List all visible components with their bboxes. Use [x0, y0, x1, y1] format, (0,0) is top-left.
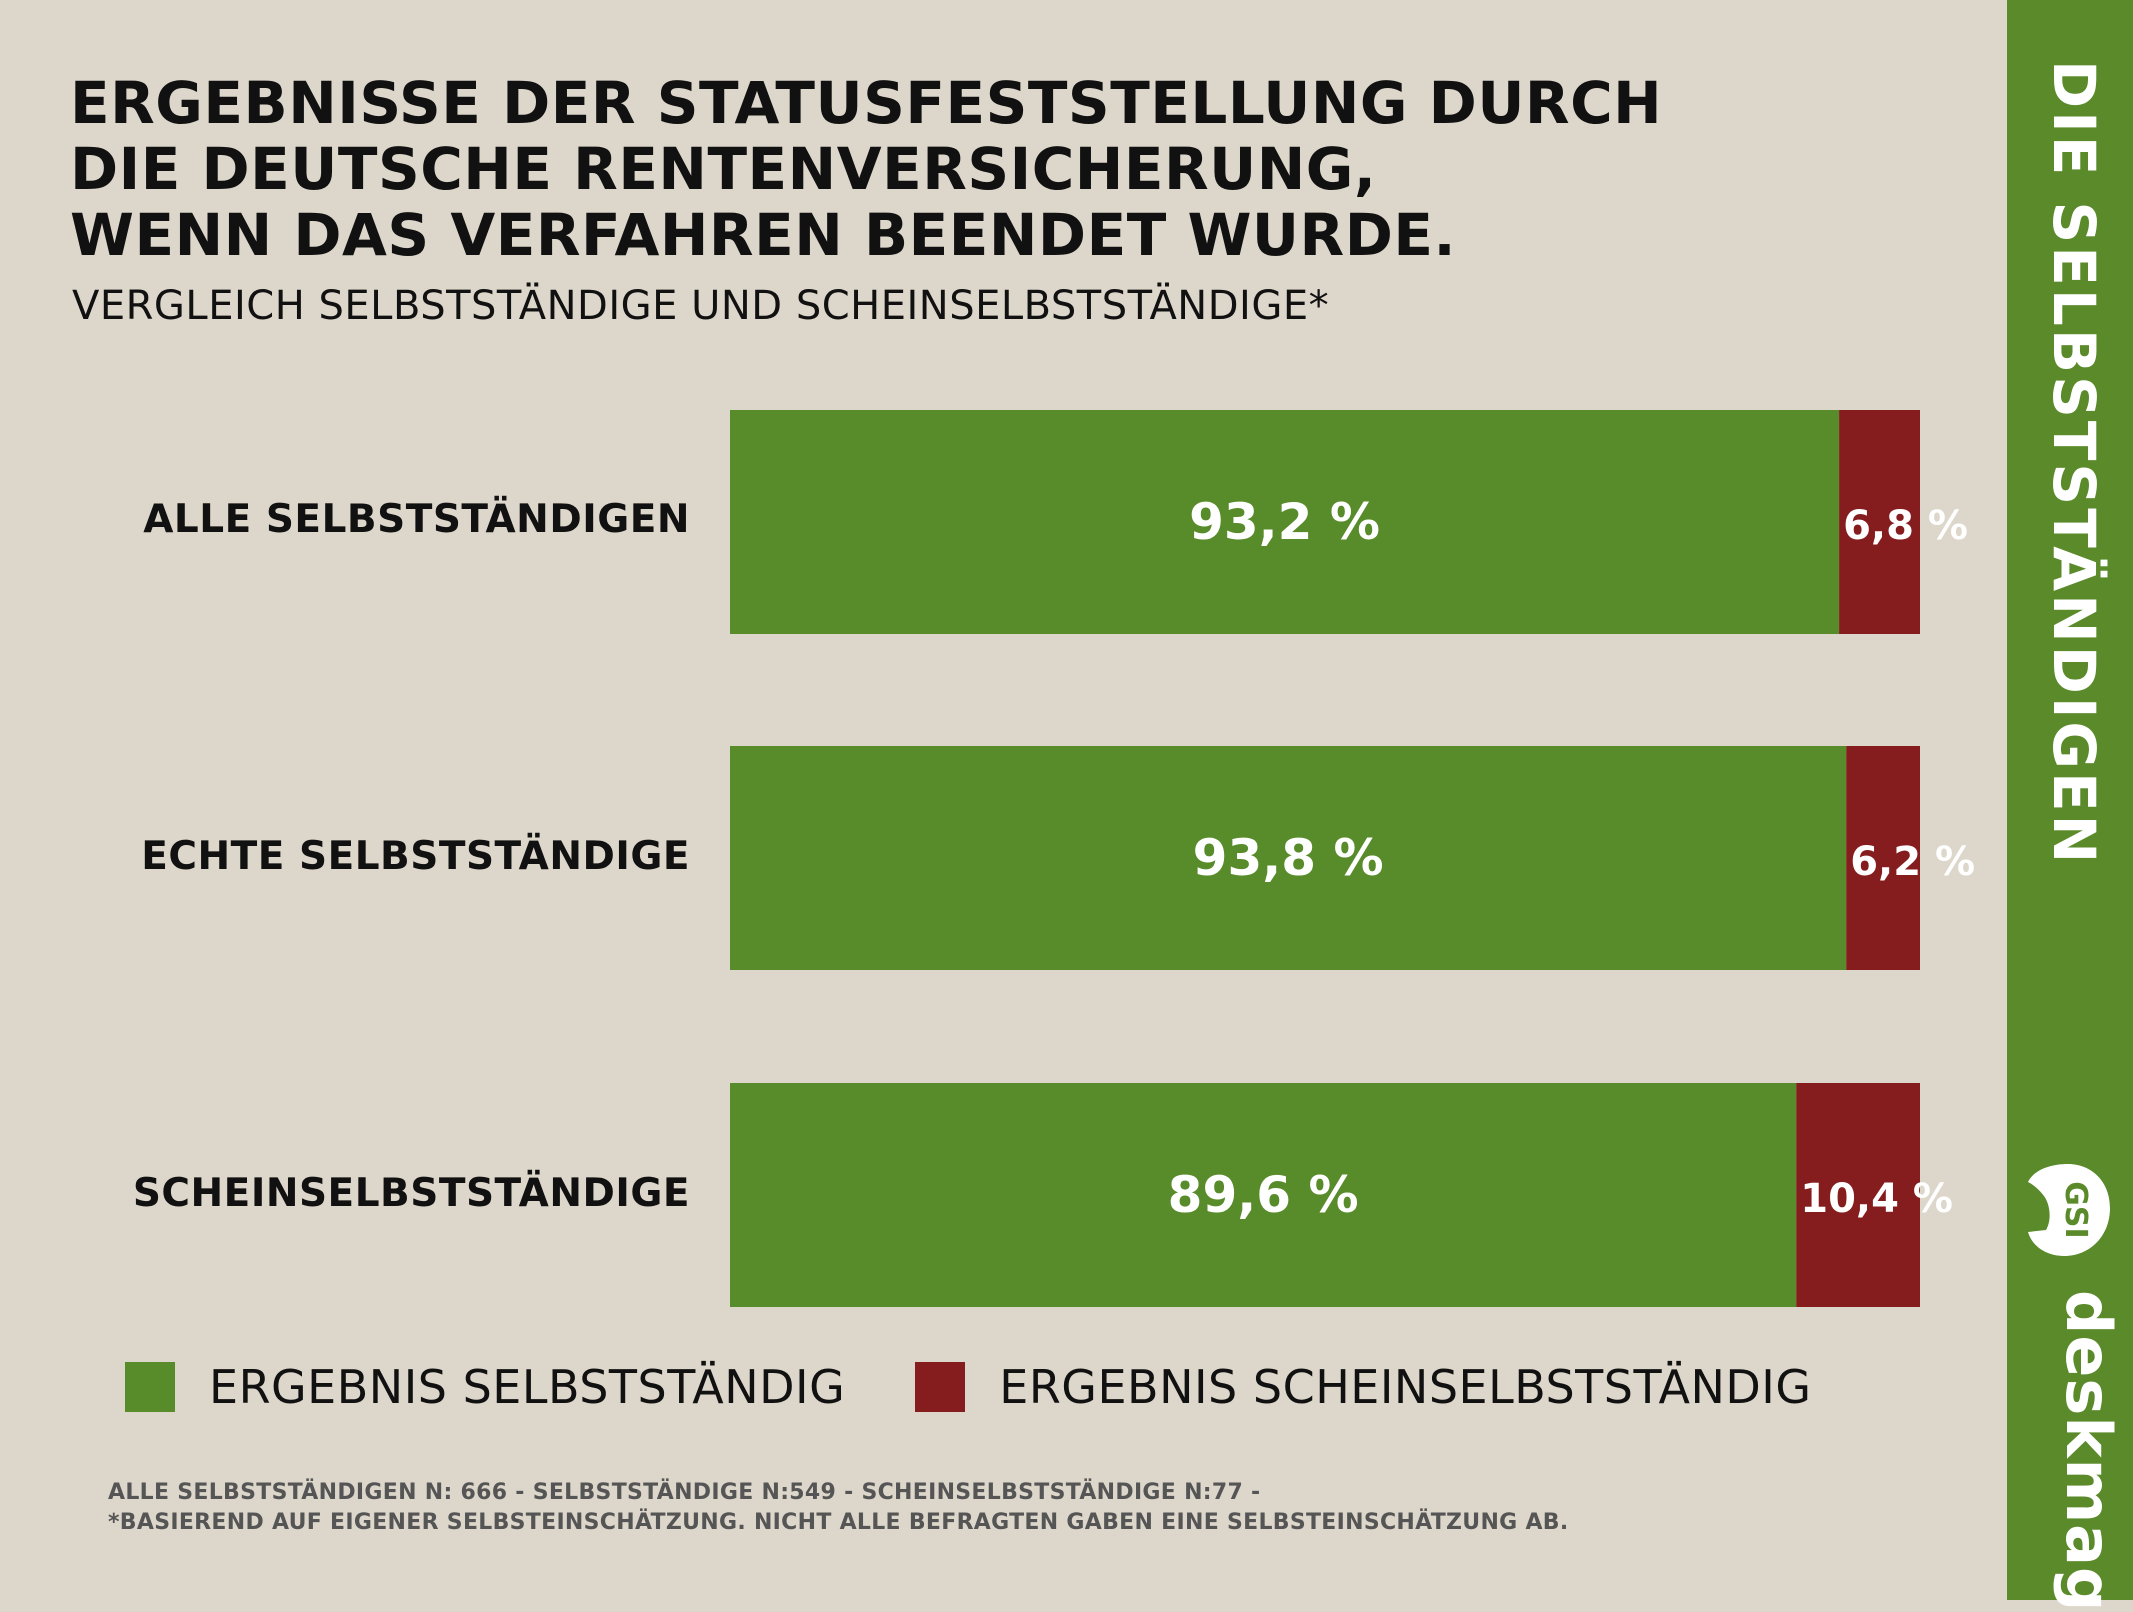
- category-label-alle: ALLE SELBSTSTÄNDIGEN: [143, 497, 690, 542]
- category-label-echte: ECHTE SELBSTSTÄNDIGE: [141, 834, 690, 879]
- sidebar-title: DIE SELBSTSTÄNDIGEN: [2040, 60, 2108, 867]
- sidebar-band: [2007, 0, 2133, 1600]
- data-label-scheinselbststaendig-2: 10,4 %: [1800, 1176, 1953, 1222]
- bar-selbststaendig-2: [730, 1083, 1797, 1307]
- footnote-sample-sizes: ALLE SELBSTSTÄNDIGEN N: 666 - SELBSTSTÄN…: [108, 1480, 1261, 1505]
- legend: ERGEBNIS SELBSTSTÄNDIG ERGEBNIS SCHEINSE…: [125, 1360, 1882, 1414]
- legend-item-selbststaendig: ERGEBNIS SELBSTSTÄNDIG: [125, 1360, 845, 1414]
- data-label-selbststaendig-0: 93,2 %: [1189, 493, 1380, 551]
- deskmag-logo-text: deskmag: [2052, 1290, 2125, 1612]
- chart-title: ERGEBNISSE DER STATUSFESTSTELLUNG DURCH …: [70, 69, 1663, 269]
- legend-item-scheinselbststaendig: ERGEBNIS SCHEINSELBSTSTÄNDIG: [915, 1360, 1811, 1414]
- bar-scheinselbststaendig-2: [1796, 1083, 1920, 1307]
- legend-label-scheinselbststaendig: ERGEBNIS SCHEINSELBSTSTÄNDIG: [999, 1360, 1812, 1414]
- data-label-selbststaendig-2: 89,6 %: [1168, 1166, 1359, 1224]
- legend-swatch-scheinselbststaendig: [915, 1362, 966, 1412]
- gsi-logo-icon: GSI: [2028, 1164, 2110, 1256]
- footnote: ALLE SELBSTSTÄNDIGEN N: 666 - SELBSTSTÄN…: [108, 1478, 1569, 1538]
- stacked-bar-chart: 93,2 % 6,8 % 93,8 % 6,2 % 89,6 % 10,4 %: [730, 410, 1975, 1307]
- data-label-scheinselbststaendig-1: 6,2 %: [1850, 839, 1975, 885]
- bar-scheinselbststaendig-0: [1839, 410, 1920, 634]
- legend-swatch-selbststaendig: [125, 1362, 175, 1412]
- bar-selbststaendig-1: [730, 746, 1847, 970]
- data-label-selbststaendig-1: 93,8 %: [1193, 829, 1384, 887]
- bar-scheinselbststaendig-1: [1846, 746, 1920, 970]
- svg-text:GSI: GSI: [2058, 1181, 2093, 1238]
- chart-subtitle: VERGLEICH SELBSTSTÄNDIGE UND SCHEINSELBS…: [72, 283, 1330, 329]
- data-label-scheinselbststaendig-0: 6,8 %: [1843, 503, 1968, 549]
- category-label-schein: SCHEINSELBSTSTÄNDIGE: [132, 1171, 690, 1216]
- footnote-disclaimer: *BASIEREND AUF EIGENER SELBSTEINSCHÄTZUN…: [108, 1510, 1569, 1535]
- bar-selbststaendig-0: [730, 410, 1840, 634]
- legend-label-selbststaendig: ERGEBNIS SELBSTSTÄNDIG: [209, 1360, 846, 1414]
